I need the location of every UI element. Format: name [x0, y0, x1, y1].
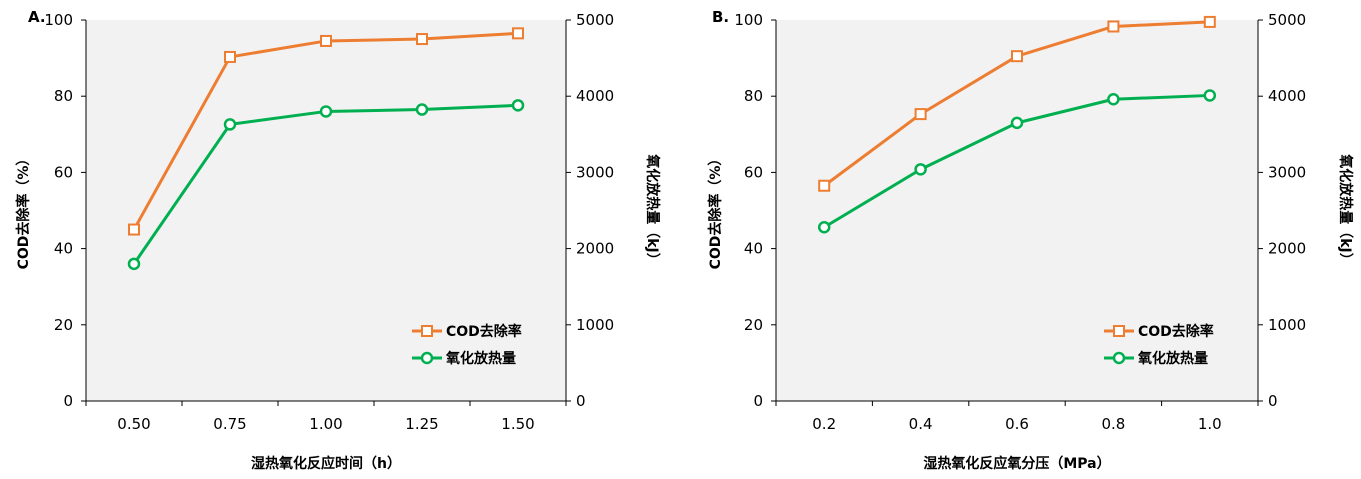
x-axis-title: 湿热氧化反应氧分压（MPa）	[923, 455, 1110, 472]
data-point-cod	[128, 223, 140, 236]
data-point-heat	[319, 105, 333, 118]
y2-tick-label: 0	[1268, 392, 1278, 410]
y-tick-label: 0	[63, 392, 73, 410]
y2-tick-label: 4000	[1268, 87, 1306, 105]
y-tick-label: 20	[744, 316, 763, 334]
y2-tick-label: 5000	[1268, 11, 1306, 29]
legend-label: 氧化放热量	[445, 350, 516, 367]
y2-tick-label: 0	[576, 392, 586, 410]
plot-area	[86, 20, 566, 401]
data-point-heat	[511, 99, 525, 112]
y-tick-label: 80	[744, 87, 763, 105]
y2-tick-label: 1000	[576, 316, 614, 334]
data-point-cod	[914, 108, 927, 121]
legend-marker-circle	[1112, 351, 1126, 365]
y-tick-label: 20	[54, 316, 73, 334]
data-point-heat	[223, 118, 237, 131]
y-tick-label: 40	[54, 240, 73, 258]
panel-label: B.	[712, 8, 729, 26]
legend-label: COD去除率	[1138, 323, 1214, 340]
legend-label: 氧化放热量	[1137, 350, 1208, 367]
data-point-heat	[1010, 116, 1024, 130]
y2-tick-label: 3000	[1268, 163, 1306, 181]
y-tick-label: 0	[753, 392, 763, 410]
data-point-cod	[1203, 15, 1216, 28]
x-tick-label: 0.50	[117, 415, 150, 433]
x-tick-label: 1.50	[501, 415, 534, 433]
x-tick-label: 1.25	[405, 415, 438, 433]
data-point-cod	[320, 34, 332, 47]
y-tick-label: 60	[744, 163, 763, 181]
y-tick-label: 80	[54, 87, 73, 105]
x-tick-label: 0.8	[1101, 415, 1125, 433]
y-tick-label: 40	[744, 240, 763, 258]
data-point-cod	[416, 33, 428, 46]
data-point-heat	[415, 103, 429, 116]
data-point-heat	[1203, 89, 1217, 102]
y2-axis-title: 氧化放热量（kJ）	[644, 153, 661, 267]
y-tick-label: 60	[54, 163, 73, 181]
legend-marker-square	[421, 325, 433, 337]
x-tick-label: 0.2	[812, 415, 836, 433]
x-tick-label: 1.0	[1198, 415, 1222, 433]
data-point-heat	[127, 257, 141, 271]
legend-label: COD去除率	[446, 323, 522, 340]
data-point-cod	[1011, 50, 1023, 63]
x-tick-label: 0.6	[1005, 415, 1029, 433]
plot-area	[776, 20, 1258, 401]
y-axis-title: COD去除率（%）	[707, 152, 724, 270]
data-point-heat	[817, 221, 831, 234]
y2-tick-label: 3000	[576, 163, 614, 181]
data-point-cod	[512, 27, 524, 40]
x-axis-title: 湿热氧化反应时间（h）	[251, 455, 401, 472]
y2-tick-label: 2000	[576, 240, 614, 258]
data-point-heat	[1107, 92, 1120, 106]
legend-marker-square	[1113, 325, 1125, 337]
y-tick-label: 100	[44, 11, 73, 29]
y2-axis-title: 氧化放热量（kJ）	[1337, 153, 1354, 267]
y-tick-label: 100	[734, 11, 763, 29]
x-tick-label: 1.00	[309, 415, 342, 433]
data-point-cod	[224, 50, 236, 63]
legend-marker-circle	[420, 351, 434, 365]
y2-tick-label: 2000	[1268, 240, 1306, 258]
y-axis-title: COD去除率（%）	[15, 152, 32, 270]
y2-tick-label: 5000	[576, 11, 614, 29]
x-tick-label: 0.4	[909, 415, 933, 433]
y2-tick-label: 4000	[576, 87, 614, 105]
x-tick-label: 0.75	[213, 415, 246, 433]
data-point-cod	[818, 179, 831, 192]
data-point-cod	[1107, 20, 1120, 33]
panel-label: A.	[28, 8, 46, 26]
y2-tick-label: 1000	[1268, 316, 1306, 334]
data-point-heat	[914, 163, 927, 176]
